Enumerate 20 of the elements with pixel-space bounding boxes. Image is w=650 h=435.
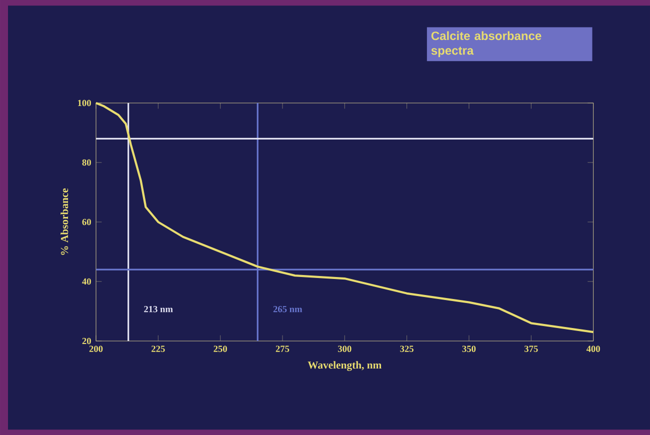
- x-tick-label: 250: [214, 346, 227, 352]
- x-tick-label: 400: [586, 346, 600, 352]
- x-tick-label: 225: [152, 346, 165, 352]
- x-tick-label: 375: [524, 346, 538, 352]
- ref-line-label: 265 nm: [273, 306, 302, 312]
- y-axis-title: % Absorbance: [60, 188, 68, 255]
- y-tick-label: 60: [82, 218, 91, 226]
- y-tick-label: 20: [82, 338, 91, 344]
- line-series: [94, 102, 594, 334]
- y-tick-label: 40: [82, 278, 91, 285]
- y-tick-label: 100: [78, 100, 91, 106]
- x-tick-label: 200: [89, 346, 103, 352]
- x-tick-label: 300: [338, 346, 352, 352]
- x-tick-label: 325: [400, 346, 414, 352]
- y-tick-label: 80: [82, 159, 91, 166]
- x-tick-label: 275: [276, 346, 290, 352]
- x-tick-label: 350: [462, 346, 476, 352]
- x-axis-title: Wavelength, nm: [308, 361, 382, 371]
- ref-line-label: 213 nm: [144, 306, 173, 312]
- chart-title: Calcite absorbance spectra: [431, 31, 542, 58]
